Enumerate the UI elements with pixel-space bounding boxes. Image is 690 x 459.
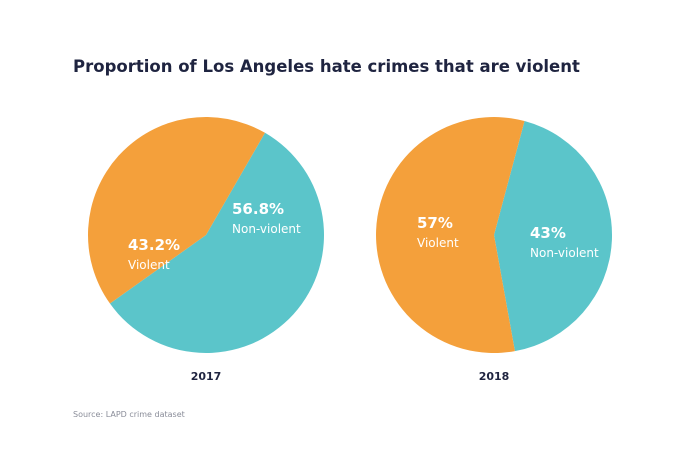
slice-value-label: 43.2%: [128, 236, 180, 254]
slice-category-label: Non-violent: [530, 246, 599, 260]
pie-year-label: 2018: [479, 370, 510, 383]
slice-category-label: Violent: [128, 258, 170, 272]
chart-title: Proportion of Los Angeles hate crimes th…: [73, 57, 580, 76]
pie-year-label: 2017: [191, 370, 222, 383]
violent-slice-2018: [376, 117, 525, 354]
slice-value-label: 57%: [417, 214, 453, 232]
slice-category-label: Violent: [417, 236, 459, 250]
slice-value-label: 56.8%: [232, 200, 284, 218]
non-violent-slice-2017: [109, 132, 324, 354]
source-note: Source: LAPD crime dataset: [73, 410, 185, 419]
slice-value-label: 43%: [530, 224, 566, 242]
non-violent-slice-2018: [494, 121, 613, 352]
slice-category-label: Non-violent: [232, 222, 301, 236]
violent-slice-2017: [87, 117, 265, 304]
